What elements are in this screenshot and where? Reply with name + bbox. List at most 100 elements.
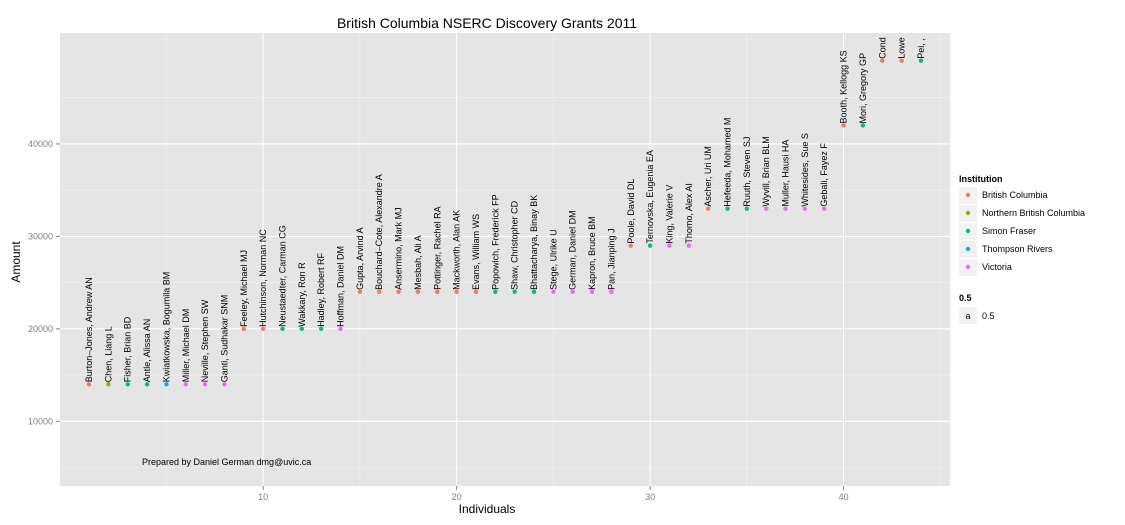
data-point <box>183 382 188 387</box>
x-tick-label: 30 <box>645 492 655 502</box>
data-point <box>551 289 556 295</box>
data-point <box>899 58 904 63</box>
point-label: Wakkary, Ron R <box>297 262 307 327</box>
data-point <box>589 289 595 295</box>
point-label: Neville, Stephen SW <box>200 299 210 382</box>
point-label: Poole, David DL <box>626 179 636 244</box>
point-label: Booth, Kellogg KS <box>839 50 849 123</box>
point-label: King, Valerie V <box>664 185 674 244</box>
point-label: German, Daniel DM <box>568 210 578 290</box>
y-tick-label: 40000 <box>28 139 53 149</box>
point-label: Hefeeda, Mohamed M <box>723 118 733 207</box>
legend-label: Northern British Columbia <box>982 208 1085 218</box>
y-tick-label: 10000 <box>28 416 53 426</box>
major-gridlines <box>60 33 950 486</box>
legend-key-point <box>965 210 971 216</box>
data-point <box>454 289 459 295</box>
data-point <box>318 326 324 332</box>
data-point <box>435 289 440 295</box>
point-label: Neustaedter, Carman CG <box>278 225 288 327</box>
point-label: Ganti, Sudhakar SNM <box>219 295 229 383</box>
legend-label: Victoria <box>982 262 1012 272</box>
data-point <box>164 382 169 387</box>
data-point <box>841 123 846 128</box>
point-label: Stege, Ulrike U <box>548 229 558 290</box>
point-label: Gebali, Fayez F <box>819 143 829 207</box>
point-label: Pei, , <box>916 38 926 59</box>
y-axis-ticks: 10000 20000 30000 40000 <box>28 139 60 426</box>
data-point <box>822 206 827 211</box>
legend-alpha-key <box>959 307 977 324</box>
point-label: Antle, Alissa AN <box>142 319 152 383</box>
point-label: Gupta, Arvind A <box>355 227 365 290</box>
legend-institution-items: British Columbia Northern British Columbi… <box>959 187 1085 276</box>
data-point <box>628 243 633 248</box>
data-point <box>493 289 498 295</box>
data-point <box>241 326 247 332</box>
data-point <box>647 243 653 248</box>
point-label: Muller, Hausi HA <box>781 140 791 207</box>
x-axis-title: Individuals <box>459 502 516 516</box>
prepared-by-annotation: Prepared by Daniel German dmg@uvic.ca <box>142 457 311 467</box>
point-label: Pottinger, Rachel RA <box>432 206 442 290</box>
point-label: Bouchard–Cote, Alexandre A <box>374 174 384 290</box>
point-label: Mori, Gregory GP <box>858 53 868 124</box>
point-label: Burton–Jones, Andrew AN <box>84 277 94 382</box>
data-point <box>473 289 479 295</box>
legend-label: Thompson Rivers <box>982 244 1053 254</box>
data-point <box>744 206 750 211</box>
point-label: Shaw, Christopher CD <box>510 200 520 290</box>
y-tick-label: 30000 <box>28 231 53 241</box>
x-tick-label: 20 <box>452 492 462 502</box>
x-axis-ticks: 10 20 30 40 <box>258 486 849 502</box>
point-label: Ansermino, Mark MJ <box>394 207 404 290</box>
legend-key-point <box>965 264 971 270</box>
point-label: Thomo, Alex AI <box>684 183 694 244</box>
legend-key-point <box>965 192 971 198</box>
point-label: Cond <box>877 37 887 59</box>
legend: Institution British Columbia Northern Bri… <box>959 174 1085 324</box>
legend-title-alpha: 0.5 <box>959 293 972 303</box>
data-point <box>280 326 285 332</box>
data-point <box>763 206 769 211</box>
y-tick-label: 20000 <box>28 324 53 334</box>
legend-title-institution: Institution <box>959 174 1003 184</box>
data-point <box>686 243 692 248</box>
point-label: Miller, Michael DM <box>181 309 191 383</box>
point-label: Chen, Liang L <box>103 326 113 382</box>
legend-key-point <box>965 228 971 234</box>
data-point <box>802 206 808 211</box>
point-label: Ruuth, Steven SJ <box>742 137 752 207</box>
y-axis-title: Amount <box>9 241 23 283</box>
point-label: Hutchinson, Norman NC <box>258 229 268 327</box>
legend-alpha-key-glyph: a <box>965 311 970 321</box>
data-point <box>260 326 266 332</box>
data-point <box>377 289 382 295</box>
legend-alpha-label: 0.5 <box>982 311 995 321</box>
data-point <box>918 58 924 63</box>
data-point <box>725 206 730 211</box>
data-points <box>86 58 924 387</box>
data-point <box>125 382 130 387</box>
point-label: Feeley, Michael MJ <box>239 250 249 327</box>
data-point <box>396 289 401 295</box>
data-point <box>222 382 227 387</box>
data-point <box>860 123 866 128</box>
point-label: Whitesides, Sue S <box>800 133 810 207</box>
point-label: Kapron, Bruce BM <box>587 216 597 290</box>
point-label: Hadley, Robert RF <box>316 252 326 326</box>
x-tick-label: 10 <box>258 492 268 502</box>
x-tick-label: 40 <box>839 492 849 502</box>
point-label: Evans, William WS <box>471 214 481 290</box>
data-point <box>357 289 363 295</box>
data-point <box>144 382 150 387</box>
legend-label: British Columbia <box>982 190 1048 200</box>
data-point <box>299 326 305 332</box>
point-label: Kwiatkowska, Bogumila BM <box>161 272 171 383</box>
point-label: Wyvill, Brian BLM <box>761 136 771 206</box>
chart-title: British Columbia NSERC Discovery Grants … <box>337 15 637 31</box>
point-label: Mackworth, Alan AK <box>452 210 462 290</box>
point-label: Lowe <box>897 37 907 59</box>
point-labels: Burton–Jones, Andrew AN Chen, Liang L Fish… <box>84 37 926 382</box>
